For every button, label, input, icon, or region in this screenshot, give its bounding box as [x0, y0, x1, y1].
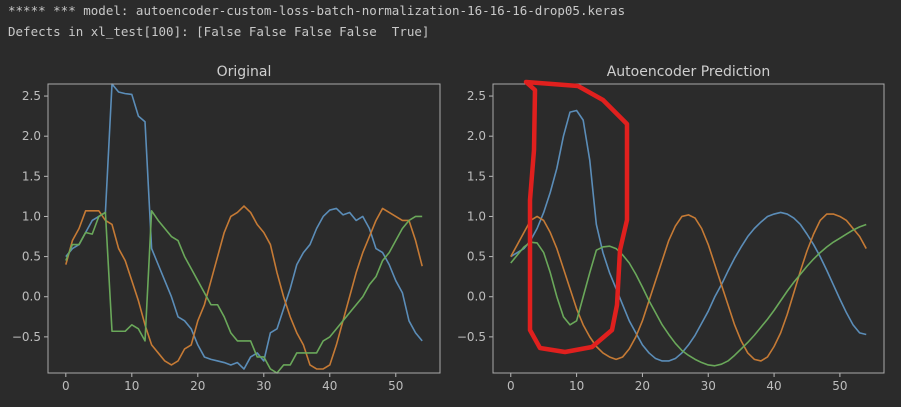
- output-line: ***** *** model: autoencoder-custom-loss…: [8, 3, 625, 18]
- y-tick-label: 0.5: [467, 250, 486, 264]
- y-tick-label: 2.5: [467, 89, 486, 103]
- y-tick-label: 1.0: [22, 209, 41, 223]
- axes-frame: [492, 83, 885, 374]
- axes-frame: [47, 83, 441, 374]
- data-line: [510, 109, 867, 362]
- annotation-outline: [523, 79, 630, 355]
- chart: Autoencoder Prediction −0.5 0.0 0.5 1.0 1.5 2.…: [457, 64, 885, 393]
- y-tick-label: 0.0: [22, 290, 41, 304]
- data-line: [510, 213, 867, 362]
- y-tick-label: 1.5: [467, 169, 486, 183]
- x-tick-label: 40: [322, 379, 337, 393]
- x-tick-label: 30: [701, 379, 716, 393]
- y-tick-label: 2.0: [467, 129, 486, 143]
- data-line: [65, 205, 423, 370]
- y-tick-label: −0.5: [12, 330, 41, 344]
- y-tick-label: 0.5: [22, 250, 41, 264]
- chart-title: Original: [217, 64, 272, 80]
- y-tick-label: 2.0: [22, 129, 41, 143]
- x-tick-label: 10: [124, 379, 139, 393]
- x-tick-label: 40: [766, 379, 781, 393]
- x-tick-label: 30: [256, 379, 271, 393]
- y-tick-label: 1.0: [467, 209, 486, 223]
- data-line: [65, 83, 423, 370]
- charts: Original −0.5 0.0 0.5 1.0 1.5 2.0 2.5 0 10 20 30 40 5…: [12, 64, 885, 393]
- y-tick-label: 1.5: [22, 169, 41, 183]
- x-tick-label: 50: [832, 379, 847, 393]
- data-line: [510, 223, 867, 367]
- x-tick-label: 0: [507, 379, 515, 393]
- y-tick-label: −0.5: [457, 330, 486, 344]
- data-line: [65, 210, 423, 374]
- y-tick-label: 2.5: [22, 89, 41, 103]
- x-tick-label: 20: [190, 379, 205, 393]
- x-tick-label: 0: [62, 379, 70, 393]
- x-tick-label: 10: [569, 379, 584, 393]
- chart: Original −0.5 0.0 0.5 1.0 1.5 2.0 2.5 0 10 20 30 40 5…: [12, 64, 441, 393]
- chart-title: Autoencoder Prediction: [607, 64, 771, 80]
- x-tick-label: 20: [635, 379, 650, 393]
- x-tick-label: 50: [388, 379, 403, 393]
- y-tick-label: 0.0: [467, 290, 486, 304]
- output-line: Defects in xl_test[100]: [False False Fa…: [8, 24, 429, 39]
